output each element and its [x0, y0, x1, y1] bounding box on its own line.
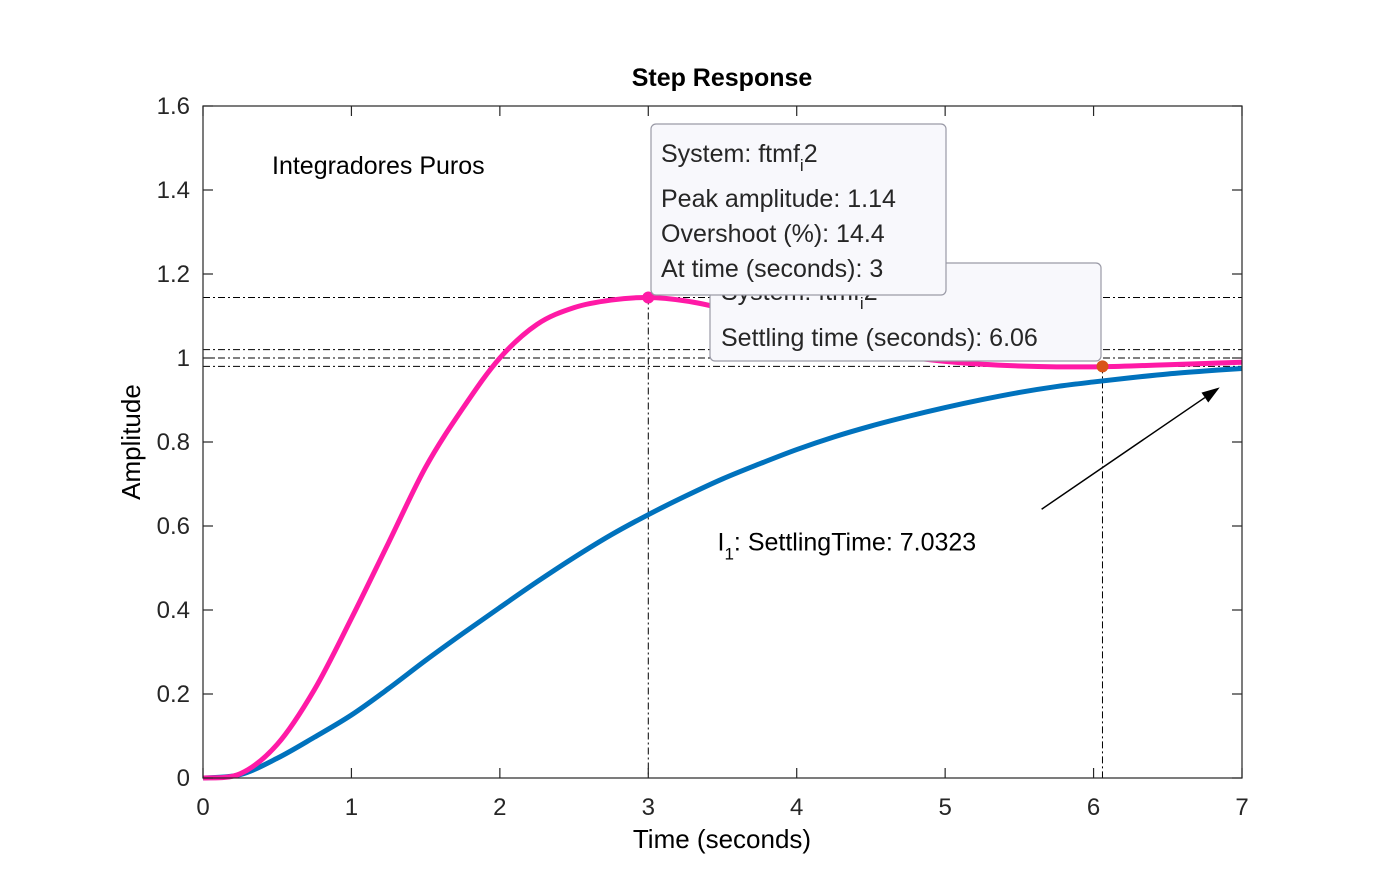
datatip-peak-system-sub: i: [800, 156, 804, 175]
data-markers: [642, 291, 1109, 373]
text-annotation-integradores: Integradores Puros: [272, 152, 485, 180]
datatip-settling-system-sub: i: [860, 294, 864, 313]
x-tick-label-2: 2: [493, 794, 506, 821]
datatip-peak-response[interactable]: System: ftmfi2 Peak amplitude: 1.14 Over…: [650, 123, 947, 296]
y-axis-title: Amplitude: [116, 384, 146, 500]
y-tick-label-3: 0.6: [157, 513, 190, 540]
y-tick-label-7: 1.4: [157, 177, 190, 204]
annotation-arrow-label: I1: SettlingTime: 7.0323: [718, 529, 977, 564]
arrow-label-main: I: [718, 529, 725, 557]
x-tick-label-0: 0: [196, 794, 209, 821]
series-line-0: [202, 366, 1243, 781]
datatip-settling-value: Settling time (seconds): 6.06: [721, 324, 1038, 352]
y-tick-label-6: 1.2: [157, 261, 190, 288]
x-tick-labels: 0 1 2 3 4 5 6 7: [196, 794, 1248, 821]
x-tick-label-1: 1: [345, 794, 358, 821]
x-tick-label-3: 3: [642, 794, 655, 821]
x-tick-label-5: 5: [938, 794, 951, 821]
y-tick-label-4: 0.8: [157, 429, 190, 456]
annotation-arrow-head: [1201, 387, 1220, 403]
arrow-label-rest: : SettlingTime: 7.0323: [734, 529, 976, 557]
y-tick-label-8: 1.6: [157, 93, 190, 120]
y-tick-label-2: 0.4: [157, 597, 190, 624]
x-tick-label-7: 7: [1235, 794, 1248, 821]
datatip-peak-system-rest: 2: [804, 140, 818, 168]
datatip-peak-box: [650, 123, 947, 296]
y-tick-label-0: 0: [177, 765, 190, 792]
datatip-marker-1[interactable]: [1096, 360, 1109, 373]
chart-title: Step Response: [632, 64, 813, 92]
datatip-marker-0[interactable]: [642, 291, 655, 304]
y-tick-labels: 0 0.2 0.4 0.6 0.8 1 1.2 1.4 1.6: [157, 93, 190, 792]
axis-ticks: [202, 105, 1243, 779]
datatip-peak-system: System: ftmfi2: [661, 140, 818, 175]
x-axis-title: Time (seconds): [633, 824, 811, 854]
datatip-peak-system-main: System: ftmf: [661, 140, 800, 168]
datatip-peak-time: At time (seconds): 3: [661, 255, 883, 283]
x-tick-label-4: 4: [790, 794, 803, 821]
arrow-label-sub: 1: [724, 545, 733, 564]
datatip-peak-overshoot: Overshoot (%): 14.4: [661, 220, 885, 248]
datatip-peak-amplitude: Peak amplitude: 1.14: [661, 185, 896, 213]
y-tick-label-1: 0.2: [157, 681, 190, 708]
x-tick-label-6: 6: [1087, 794, 1100, 821]
y-tick-label-5: 1: [177, 345, 190, 372]
annotation-arrow-line: [1041, 396, 1206, 510]
settling-time-arrow-annotation: I1: SettlingTime: 7.0323: [718, 387, 1220, 564]
